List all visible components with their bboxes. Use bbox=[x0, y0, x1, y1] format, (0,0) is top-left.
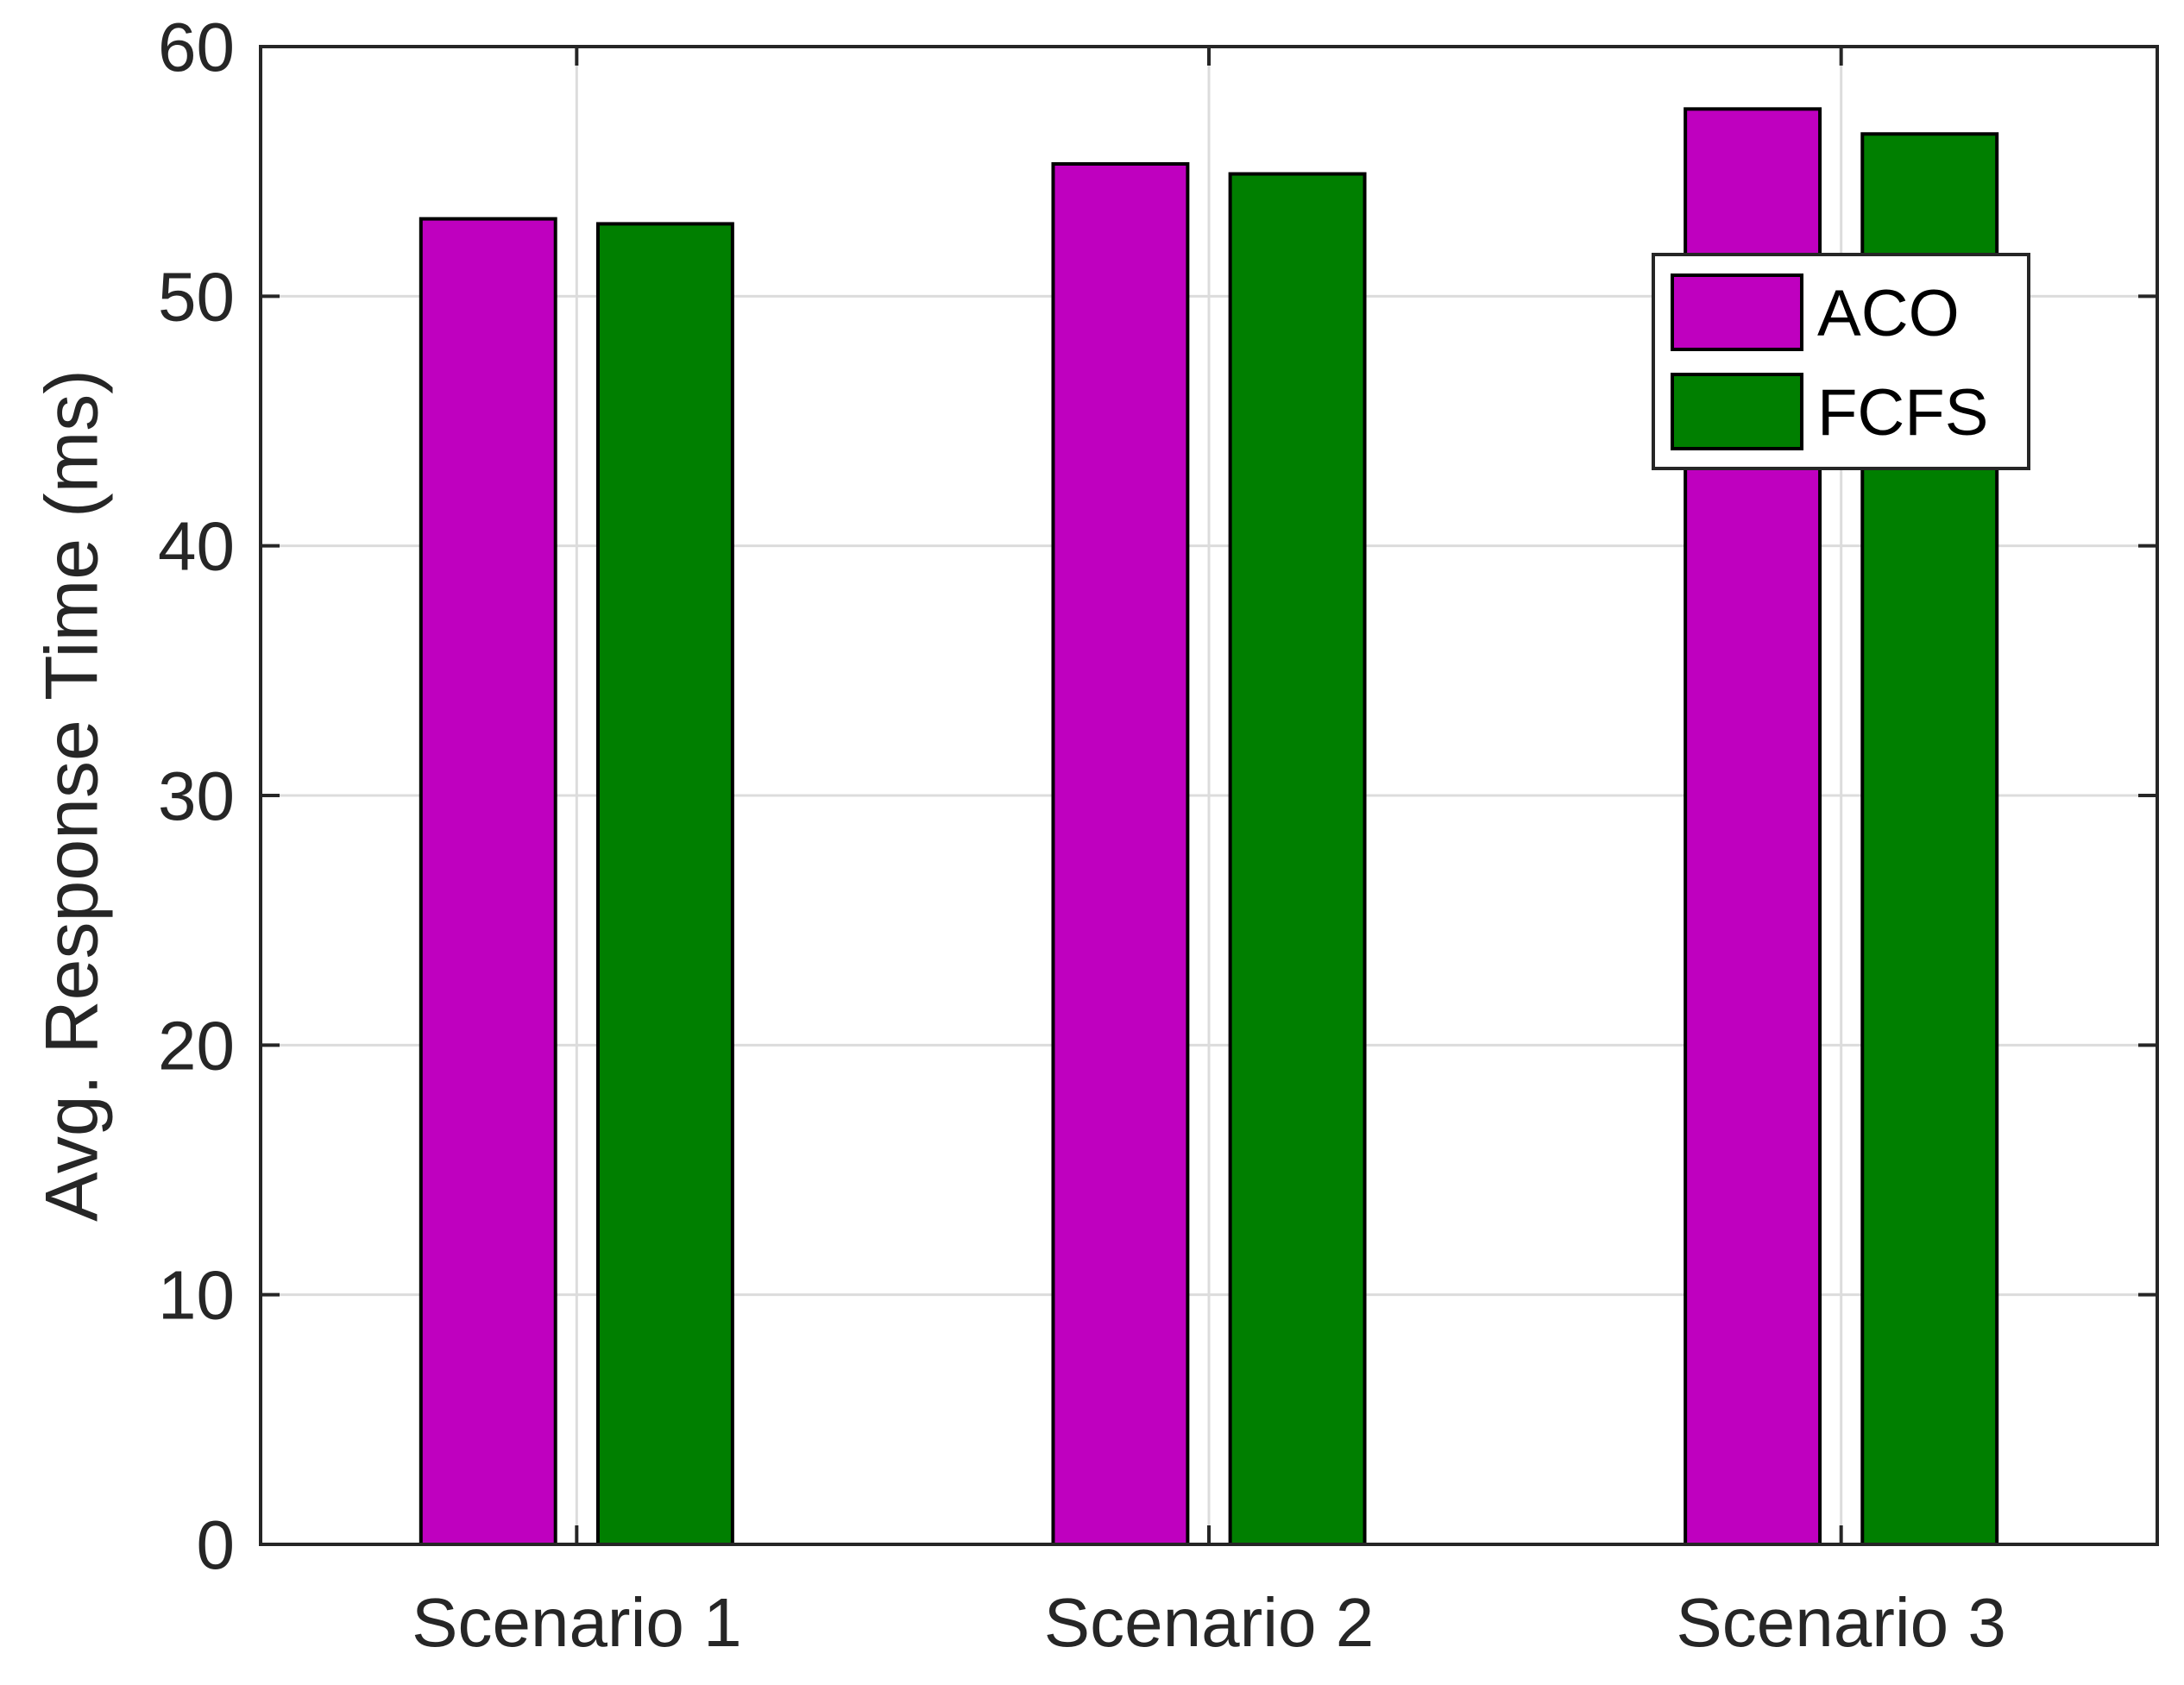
bar-fcfs-2 bbox=[1228, 172, 1367, 1546]
y-tick-label: 40 bbox=[158, 508, 235, 585]
y-tick-labels: 0 10 20 30 40 50 60 bbox=[158, 9, 235, 1583]
bar-aco-2 bbox=[1051, 161, 1190, 1546]
y-tick-label: 60 bbox=[158, 9, 235, 85]
x-tick-labels: Scenario 1 Scenario 2 Scenario 3 bbox=[412, 1584, 2006, 1661]
y-tick-label: 0 bbox=[197, 1506, 236, 1583]
y-tick-label: 10 bbox=[158, 1257, 235, 1334]
y-tick-label: 50 bbox=[158, 258, 235, 335]
bar-fcfs-1 bbox=[595, 222, 734, 1547]
x-tick-label: Scenario 2 bbox=[1044, 1584, 1374, 1661]
axis-ticks bbox=[261, 45, 2157, 1546]
legend-label-fcfs: FCFS bbox=[1817, 376, 1988, 450]
legend-label-aco: ACO bbox=[1817, 277, 1960, 350]
legend-swatch-aco bbox=[1671, 273, 1803, 351]
bar-aco-1 bbox=[419, 217, 557, 1546]
x-tick-label: Scenario 3 bbox=[1676, 1584, 2005, 1661]
legend: ACO FCFS bbox=[1652, 253, 2030, 470]
y-tick-label: 20 bbox=[158, 1007, 235, 1084]
x-tick-label: Scenario 1 bbox=[412, 1584, 741, 1661]
y-axis-label: Avg. Response Time (ms) bbox=[31, 369, 114, 1222]
legend-swatch-fcfs bbox=[1671, 373, 1803, 450]
y-tick-label: 30 bbox=[158, 758, 235, 834]
